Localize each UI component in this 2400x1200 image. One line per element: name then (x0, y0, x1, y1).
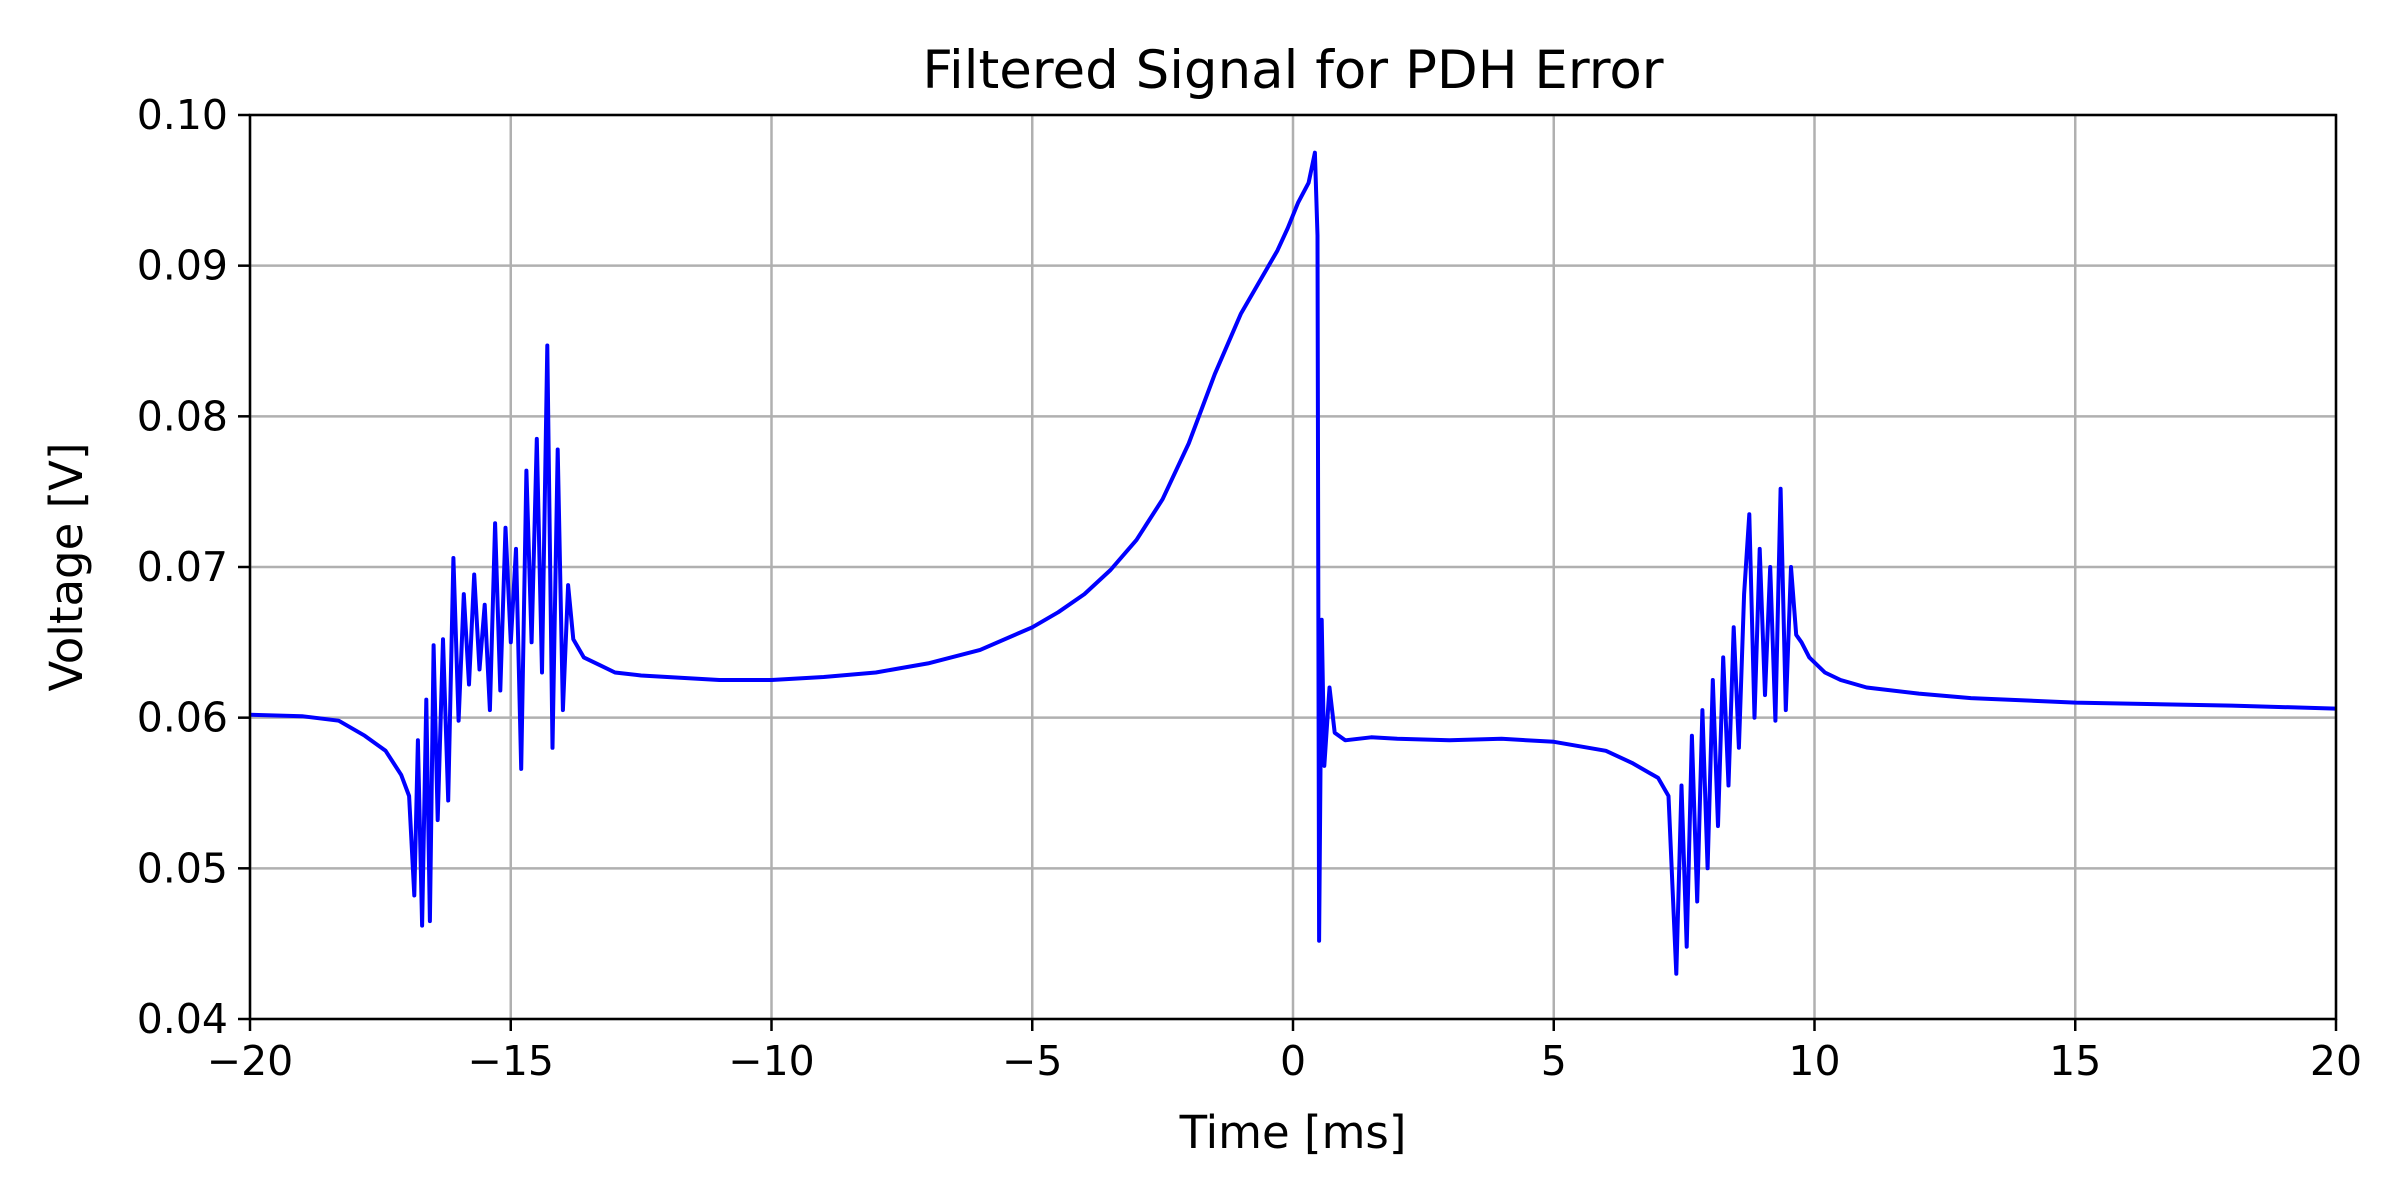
y-tick-label: 0.09 (137, 242, 228, 290)
x-tick-label: 5 (1541, 1037, 1567, 1085)
ticks: −20 −15 −10 −5 0 5 10 15 20 0.04 0.05 0.06 0.07 0.08 0… (137, 91, 2362, 1085)
y-tick-label: 0.07 (137, 543, 228, 591)
x-tick-label: −15 (467, 1037, 554, 1085)
x-tick-label: −20 (207, 1037, 294, 1085)
x-tick-label: 20 (2310, 1037, 2362, 1085)
chart-title: Filtered Signal for PDH Error (922, 40, 1663, 101)
y-tick-label: 0.08 (137, 392, 228, 440)
x-axis-title: Time [ms] (1179, 1106, 1407, 1159)
series-layer (250, 150, 2336, 976)
x-tick-label: 10 (1788, 1037, 1840, 1085)
y-tick-label: 0.06 (137, 694, 228, 742)
y-tick-label: 0.04 (137, 995, 228, 1043)
x-tick-label: 0 (1280, 1037, 1306, 1085)
x-tick-label: 15 (2049, 1037, 2101, 1085)
series-line (250, 150, 2336, 976)
x-tick-label: −5 (1002, 1037, 1062, 1085)
x-tick-label: −10 (728, 1037, 815, 1085)
y-axis-title: Voltage [V] (40, 443, 93, 692)
y-tick-label: 0.05 (137, 844, 228, 892)
y-tick-label: 0.10 (137, 91, 228, 139)
